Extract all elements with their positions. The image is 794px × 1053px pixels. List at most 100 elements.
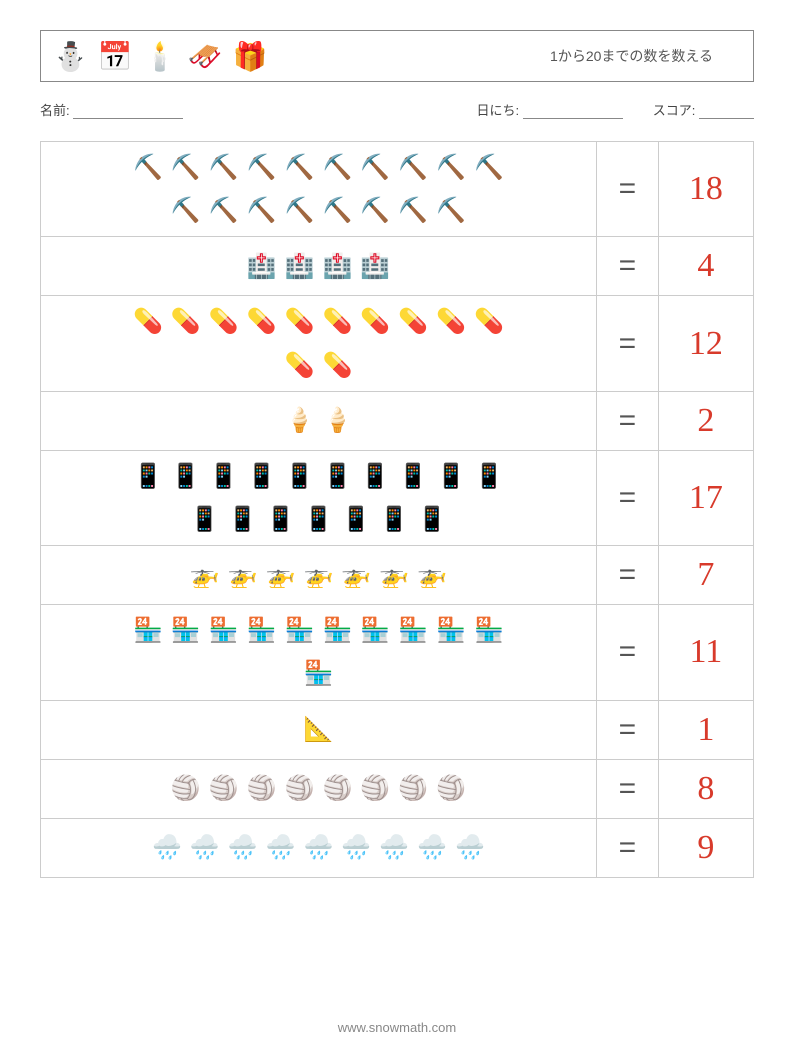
icon-cell: 🍦🍦: [41, 391, 597, 450]
count-icon: 🏐: [322, 773, 352, 804]
equals-cell: =: [596, 450, 658, 545]
count-icon: ⛏️: [247, 152, 277, 183]
count-icon: 💊: [209, 306, 239, 337]
count-icon: ⛏️: [360, 152, 390, 183]
header-icon: 🛷: [188, 40, 223, 73]
icon-cell: 📐: [41, 700, 597, 759]
count-icon: 🏐: [436, 773, 466, 804]
answer-cell: 8: [658, 759, 753, 818]
table-row: 💊💊💊💊💊💊💊💊💊💊💊💊=12: [41, 296, 754, 391]
count-icon: 📱: [474, 461, 504, 492]
count-icon: 🍦: [285, 405, 315, 436]
count-icon: 💊: [247, 306, 277, 337]
count-icon: ⛏️: [474, 152, 504, 183]
count-icon: ⛏️: [171, 152, 201, 183]
count-icon: 🚁: [266, 560, 296, 591]
count-icon: 💊: [133, 306, 163, 337]
score-field: スコア:: [653, 100, 754, 119]
count-icon: ⛏️: [285, 152, 315, 183]
count-icon: 🌧️: [266, 832, 296, 863]
name-field: 名前:: [40, 100, 183, 119]
meta-row: 名前: 日にち: スコア:: [40, 100, 754, 119]
equals-cell: =: [596, 818, 658, 877]
answer-cell: 11: [658, 605, 753, 700]
count-icon: 🏥: [285, 251, 315, 282]
table-row: 📱📱📱📱📱📱📱📱📱📱📱📱📱📱📱📱📱=17: [41, 450, 754, 545]
table-row: 🍦🍦=2: [41, 391, 754, 450]
count-icon: 💊: [285, 306, 315, 337]
count-icon: 📱: [304, 504, 334, 535]
count-icon: 🏪: [360, 615, 390, 646]
count-icon: 🚁: [190, 560, 220, 591]
count-icon: 🌧️: [455, 832, 485, 863]
count-icon: 📱: [360, 461, 390, 492]
table-row: 🌧️🌧️🌧️🌧️🌧️🌧️🌧️🌧️🌧️=9: [41, 818, 754, 877]
header-icon: 🎁: [233, 40, 268, 73]
table-row: 🏐🏐🏐🏐🏐🏐🏐🏐=8: [41, 759, 754, 818]
count-icon: 🚁: [379, 560, 409, 591]
count-icon: 💊: [398, 306, 428, 337]
count-icon: 🍦: [322, 405, 352, 436]
count-icon: 📱: [379, 504, 409, 535]
count-icon: 🌧️: [417, 832, 447, 863]
count-icon: 🚁: [417, 560, 447, 591]
score-blank[interactable]: [699, 106, 754, 119]
count-icon: 🌧️: [379, 832, 409, 863]
count-icon: ⛏️: [133, 152, 163, 183]
icon-cell: 🚁🚁🚁🚁🚁🚁🚁: [41, 546, 597, 605]
count-icon: 🏪: [133, 615, 163, 646]
equals-cell: =: [596, 759, 658, 818]
header-icons: ⛄📅🕯️🛷🎁: [41, 40, 267, 73]
count-icon: 🏐: [171, 773, 201, 804]
count-icon: 📱: [417, 504, 447, 535]
table-row: ⛏️⛏️⛏️⛏️⛏️⛏️⛏️⛏️⛏️⛏️⛏️⛏️⛏️⛏️⛏️⛏️⛏️⛏️=18: [41, 142, 754, 237]
count-icon: 🏪: [285, 615, 315, 646]
footer: www.snowmath.com: [0, 1020, 794, 1035]
count-icon: 📱: [247, 461, 277, 492]
worksheet-table: ⛏️⛏️⛏️⛏️⛏️⛏️⛏️⛏️⛏️⛏️⛏️⛏️⛏️⛏️⛏️⛏️⛏️⛏️=18🏥…: [40, 141, 754, 878]
equals-cell: =: [596, 700, 658, 759]
header: ⛄📅🕯️🛷🎁 1から20までの数を数える: [40, 30, 754, 82]
count-icon: 💊: [322, 350, 352, 381]
count-icon: 🏐: [247, 773, 277, 804]
count-icon: 📱: [341, 504, 371, 535]
count-icon: 📱: [171, 461, 201, 492]
count-icon: 🚁: [304, 560, 334, 591]
header-icon: 🕯️: [143, 40, 178, 73]
icon-cell: 🌧️🌧️🌧️🌧️🌧️🌧️🌧️🌧️🌧️: [41, 818, 597, 877]
count-icon: 🏐: [398, 773, 428, 804]
count-icon: 📱: [209, 461, 239, 492]
count-icon: 🏪: [436, 615, 466, 646]
name-blank[interactable]: [73, 106, 183, 119]
count-icon: 📱: [190, 504, 220, 535]
count-icon: 💊: [360, 306, 390, 337]
count-icon: ⛏️: [398, 152, 428, 183]
equals-cell: =: [596, 605, 658, 700]
count-icon: 🏐: [285, 773, 315, 804]
count-icon: 🚁: [341, 560, 371, 591]
count-icon: 🏪: [398, 615, 428, 646]
count-icon: 📱: [266, 504, 296, 535]
date-blank[interactable]: [523, 106, 623, 119]
count-icon: 🏪: [171, 615, 201, 646]
count-icon: 🏪: [247, 615, 277, 646]
count-icon: 📱: [285, 461, 315, 492]
count-icon: 🏐: [360, 773, 390, 804]
equals-cell: =: [596, 142, 658, 237]
count-icon: 💊: [322, 306, 352, 337]
header-icon: 📅: [98, 40, 133, 73]
count-icon: 🏪: [322, 615, 352, 646]
count-icon: 🌧️: [152, 832, 182, 863]
count-icon: 🌧️: [228, 832, 258, 863]
count-icon: 📱: [133, 461, 163, 492]
count-icon: ⛏️: [360, 195, 390, 226]
answer-cell: 2: [658, 391, 753, 450]
answer-cell: 12: [658, 296, 753, 391]
icon-cell: 📱📱📱📱📱📱📱📱📱📱📱📱📱📱📱📱📱: [41, 450, 597, 545]
count-icon: 💊: [285, 350, 315, 381]
score-label: スコア:: [653, 103, 696, 118]
table-row: 🏪🏪🏪🏪🏪🏪🏪🏪🏪🏪🏪=11: [41, 605, 754, 700]
equals-cell: =: [596, 546, 658, 605]
table-row: 🏥🏥🏥🏥=4: [41, 237, 754, 296]
count-icon: 🏥: [247, 251, 277, 282]
